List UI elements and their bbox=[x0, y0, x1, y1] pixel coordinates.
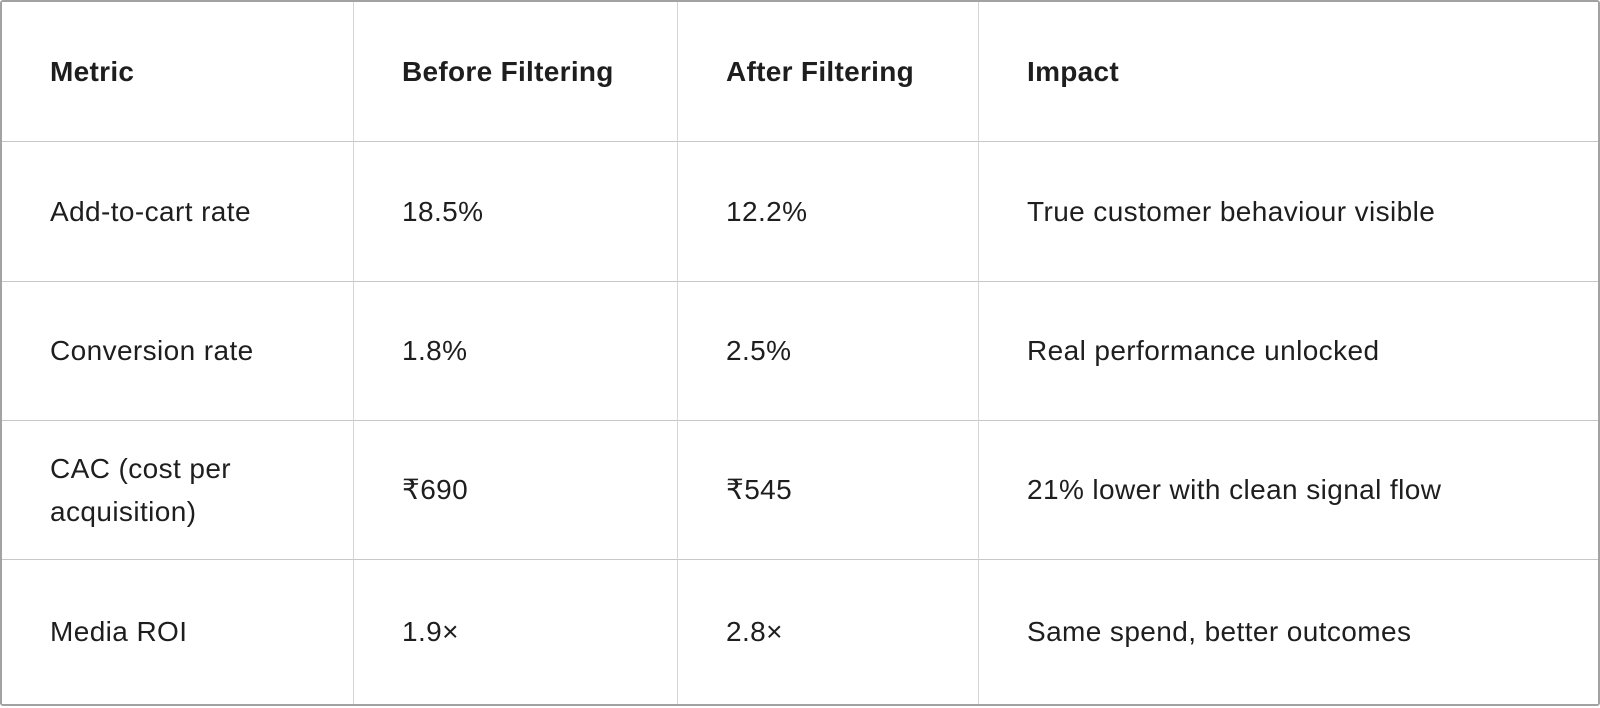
cell-impact-add-to-cart-rate: True customer behaviour visible bbox=[979, 142, 1598, 282]
column-header-after-filtering: After Filtering bbox=[678, 2, 979, 142]
cell-after-conversion-rate: 2.5% bbox=[678, 282, 979, 421]
column-header-impact: Impact bbox=[979, 2, 1598, 142]
column-header-before-filtering: Before Filtering bbox=[354, 2, 678, 142]
cell-metric-conversion-rate: Conversion rate bbox=[2, 282, 354, 421]
cell-after-media-roi: 2.8× bbox=[678, 560, 979, 704]
cell-metric-add-to-cart-rate: Add-to-cart rate bbox=[2, 142, 354, 282]
column-header-metric: Metric bbox=[2, 2, 354, 142]
cell-metric-cac: CAC (cost per acquisition) bbox=[2, 421, 354, 560]
cell-impact-conversion-rate: Real performance unlocked bbox=[979, 282, 1598, 421]
cell-before-media-roi: 1.9× bbox=[354, 560, 678, 704]
cell-before-add-to-cart-rate: 18.5% bbox=[354, 142, 678, 282]
cell-before-cac: ₹690 bbox=[354, 421, 678, 560]
cell-before-conversion-rate: 1.8% bbox=[354, 282, 678, 421]
cell-after-add-to-cart-rate: 12.2% bbox=[678, 142, 979, 282]
cell-impact-cac: 21% lower with clean signal flow bbox=[979, 421, 1598, 560]
cell-metric-media-roi: Media ROI bbox=[2, 560, 354, 704]
cell-after-cac: ₹545 bbox=[678, 421, 979, 560]
cell-impact-media-roi: Same spend, better outcomes bbox=[979, 560, 1598, 704]
